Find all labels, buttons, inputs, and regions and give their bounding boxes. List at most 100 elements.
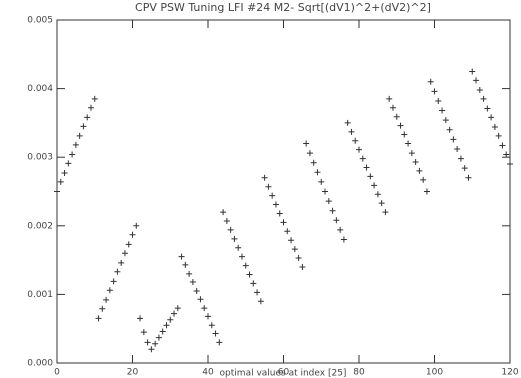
point [114,268,121,275]
point [276,210,283,217]
point [337,226,344,233]
point [118,259,125,266]
point [231,235,238,242]
point [382,209,389,216]
point [306,150,313,157]
point [208,322,215,329]
point [155,334,162,341]
point [152,340,159,347]
y-tick-label: 0.004 [27,84,53,94]
point [257,298,264,305]
point [393,113,400,120]
point [412,159,419,166]
point [291,246,298,253]
point [129,231,136,238]
point [367,173,374,180]
point [197,296,204,303]
point [374,191,381,198]
point [352,137,359,144]
point [359,155,366,162]
x-tick-label: 40 [202,368,214,378]
point [371,182,378,189]
point [76,132,83,139]
point [223,217,230,224]
point [87,104,94,111]
point [272,201,279,208]
point [193,287,200,294]
point [125,241,132,248]
point [284,228,291,235]
point [476,86,483,93]
point [439,107,446,114]
point [121,250,128,257]
y-tick-label: 0.005 [27,16,53,26]
point [348,128,355,135]
point [378,200,385,207]
point [469,68,476,75]
point [420,176,427,183]
point [84,114,91,121]
point [503,151,510,158]
x-tick-label: 20 [127,368,139,378]
point [329,207,336,214]
x-tick-label: 120 [501,368,518,378]
x-tick-label: 60 [278,368,290,378]
point [103,296,110,303]
x-tick-label: 80 [353,368,365,378]
point [401,131,408,138]
point [216,339,223,346]
point [238,253,245,260]
point [310,159,317,166]
point [235,244,242,251]
chart-title: CPV PSW Tuning LFI #24 M2- Sqrt[(dV1)^2+… [135,1,431,14]
point [484,105,491,112]
x-tick-label: 100 [426,368,443,378]
point [457,155,464,162]
point [322,188,329,195]
point [265,183,272,190]
point [318,178,325,185]
point [261,174,268,181]
point [446,126,453,133]
point [416,167,423,174]
point [133,222,140,229]
point [163,322,170,329]
point [205,313,211,320]
point [405,140,412,147]
point [491,124,498,131]
point [299,263,306,270]
point [246,271,253,278]
point [356,146,362,153]
point [314,169,321,176]
point [61,169,68,176]
point [495,132,502,139]
point [427,78,434,85]
point [72,141,79,148]
point [325,198,332,205]
point [480,95,487,102]
point [99,305,106,312]
point [186,270,193,277]
point [386,95,393,102]
point [442,117,449,124]
point [54,188,60,195]
y-tick-label: 0.003 [27,153,53,163]
point [178,253,185,260]
point [137,315,144,322]
point [189,279,196,286]
y-tick-label: 0.001 [27,290,53,300]
point [95,315,102,322]
point [280,219,287,226]
point [488,114,495,121]
point [454,145,461,152]
point [201,305,208,312]
point [333,217,340,224]
point [167,316,174,323]
point [148,346,155,353]
y-tick-label: 0.000 [27,359,53,369]
point [171,310,178,317]
point [242,262,249,269]
point [295,255,302,262]
point [106,287,113,294]
